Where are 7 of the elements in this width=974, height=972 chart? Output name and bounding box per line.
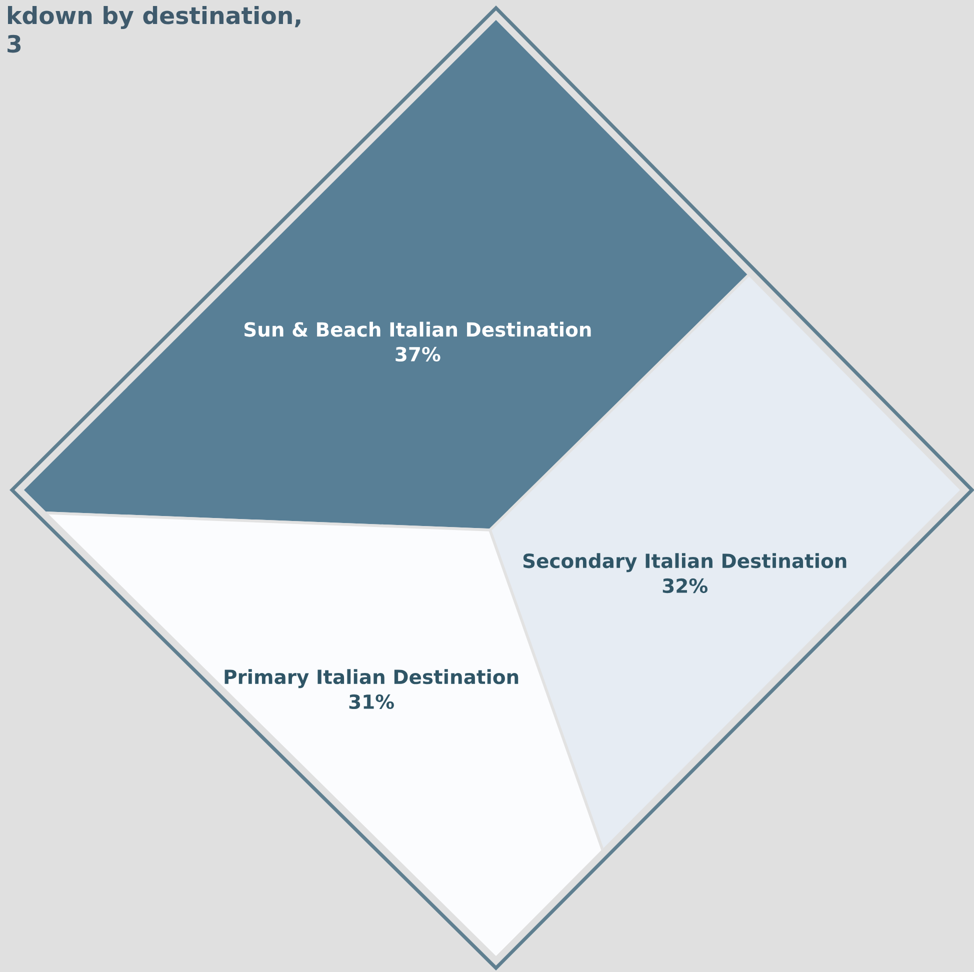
slice-label: Primary Italian Destination xyxy=(224,669,518,688)
slice-label: Secondary Italian Destination xyxy=(523,553,846,572)
data-label: 32% xyxy=(662,578,708,594)
data-label: 31% xyxy=(349,694,394,710)
data-label: 37% xyxy=(396,346,440,362)
chart-title: kdown by destination, 3 xyxy=(8,6,300,53)
slice-label: Sun & Beach Italian Destination xyxy=(244,322,591,337)
